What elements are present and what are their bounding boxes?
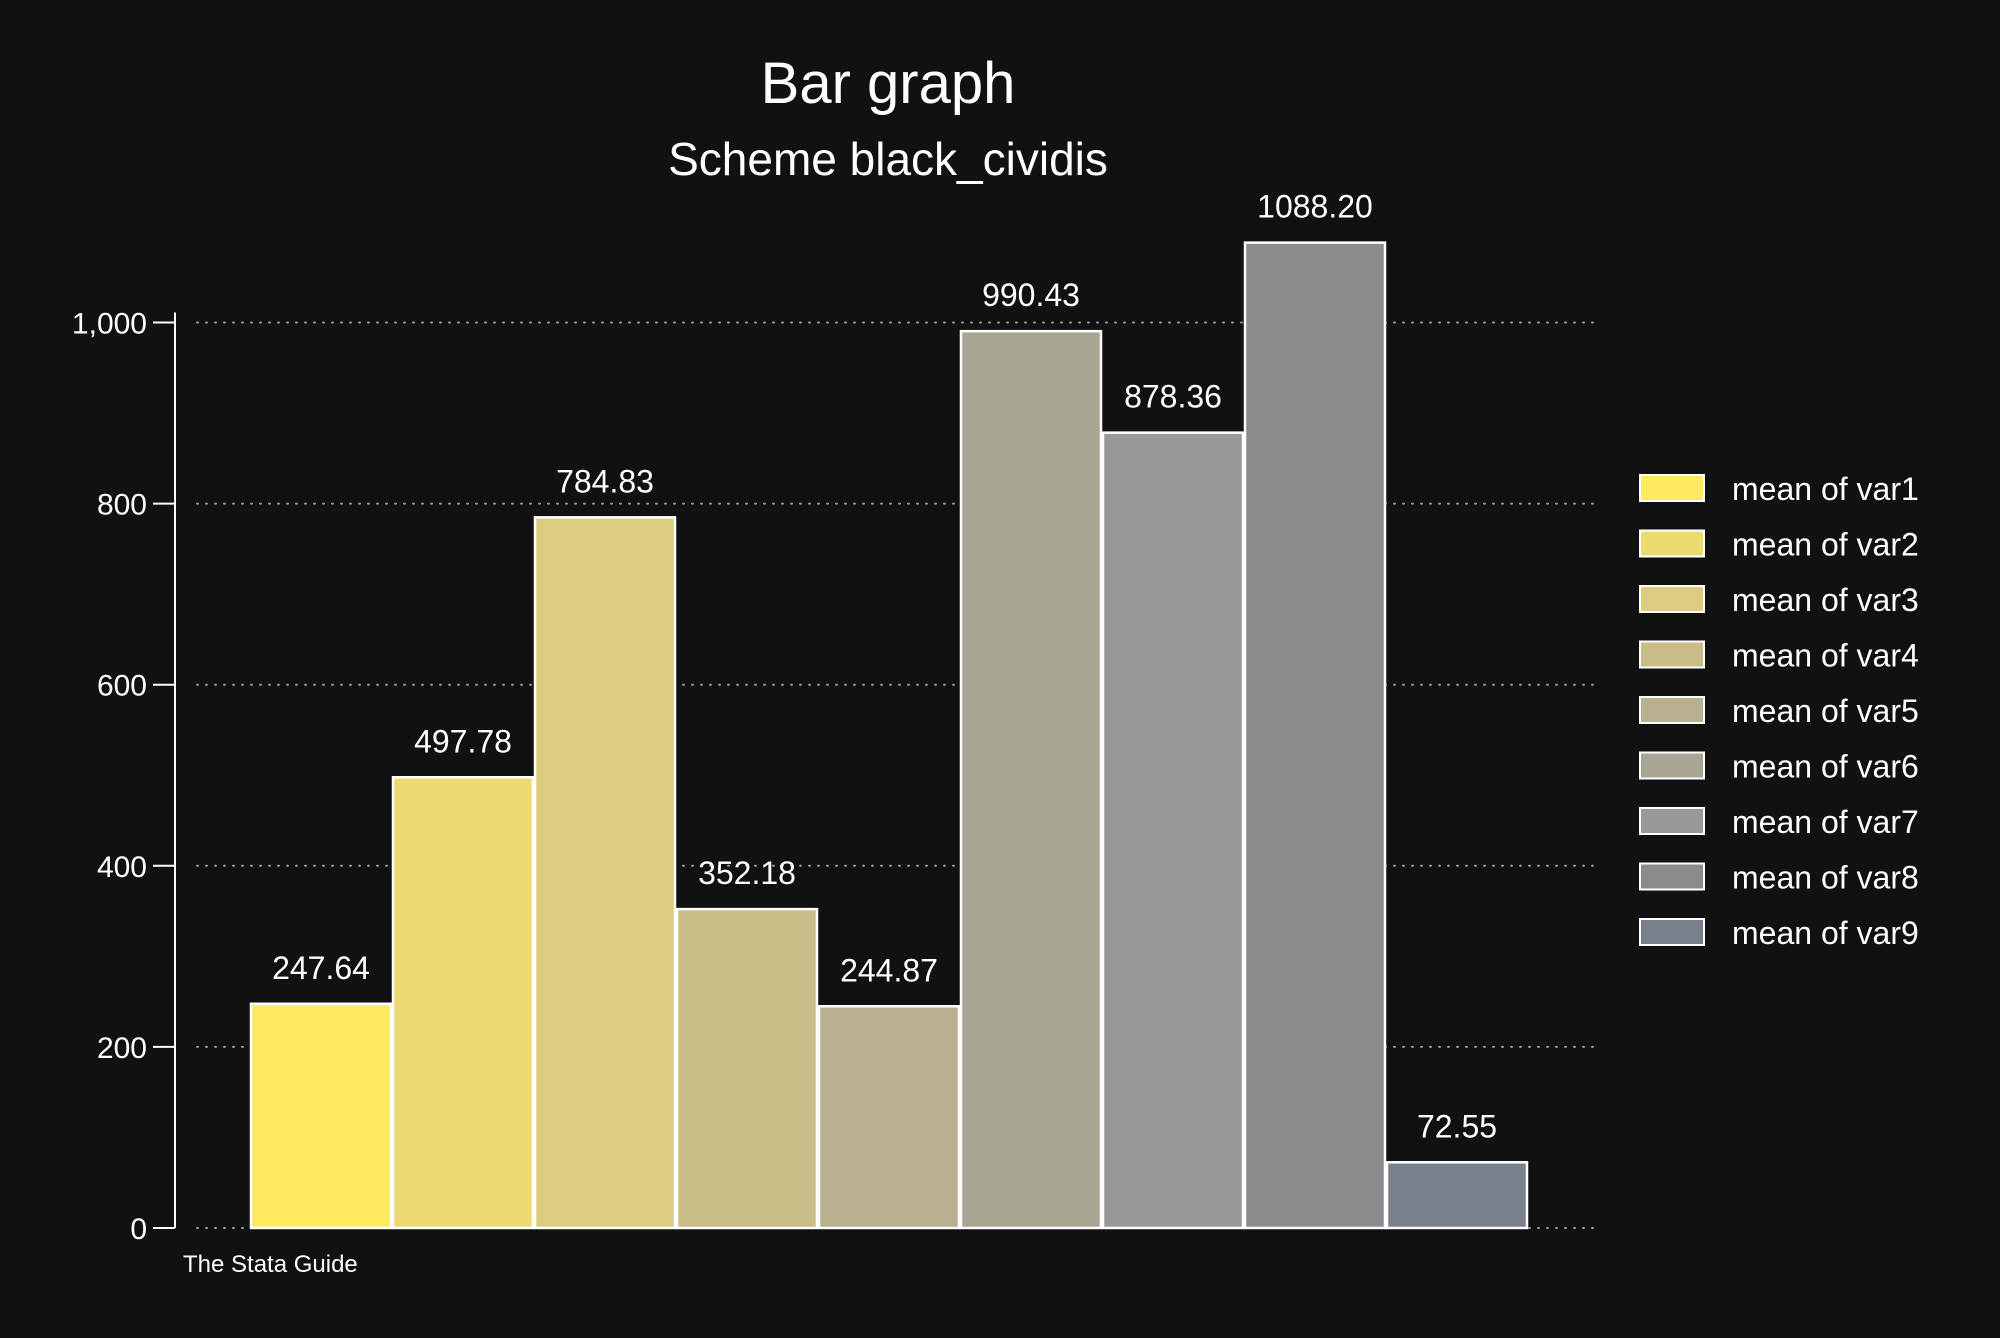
bar-var5 — [817, 1005, 961, 1230]
bar-value-label: 1088.20 — [1257, 189, 1373, 225]
bar-var1 — [249, 1002, 393, 1230]
legend-swatch — [1639, 918, 1705, 946]
bar-value-label: 784.83 — [556, 463, 654, 499]
legend-label: mean of var8 — [1732, 860, 1919, 896]
legend-swatch — [1639, 529, 1705, 558]
legend-label: mean of var1 — [1732, 471, 1919, 507]
y-axis: 0 200 400 600 800 1,000 — [72, 308, 176, 1246]
y-tick-label: 800 — [97, 489, 147, 522]
bar-var2 — [391, 776, 535, 1230]
bar-var3 — [533, 516, 677, 1230]
legend-label: mean of var7 — [1732, 804, 1919, 840]
legend: mean of var1 mean of var2 mean of var3 mean… — [1639, 471, 1919, 951]
bar-value-label: 990.43 — [982, 277, 1080, 313]
y-tick-label: 600 — [97, 670, 147, 703]
chart-subtitle: Scheme black_cividis — [668, 133, 1108, 185]
legend-label: mean of var9 — [1732, 915, 1919, 951]
legend-label: mean of var2 — [1732, 527, 1919, 563]
bar-var7 — [1101, 431, 1245, 1230]
bar-var8 — [1243, 241, 1387, 1230]
bar-value-label: 497.78 — [414, 723, 512, 759]
chart-note: The Stata Guide — [183, 1251, 358, 1278]
bars — [249, 241, 1529, 1230]
legend-label: mean of var6 — [1732, 749, 1919, 785]
bar-value-label: 352.18 — [698, 855, 796, 891]
bar-value-labels: 247.64 497.78 784.83 352.18 244.87 990.43 878.… — [272, 189, 1497, 1145]
bar-value-label: 72.55 — [1417, 1108, 1497, 1144]
y-tick-label: 0 — [130, 1213, 147, 1246]
y-tick-label: 200 — [97, 1032, 147, 1065]
chart-title: Bar graph — [761, 51, 1016, 116]
legend-label: mean of var3 — [1732, 582, 1919, 618]
legend-swatch — [1639, 696, 1705, 724]
legend-label: mean of var4 — [1732, 638, 1919, 674]
legend-swatch — [1639, 751, 1705, 780]
legend-swatch — [1639, 640, 1705, 669]
legend-swatch — [1639, 807, 1705, 835]
y-tick-label: 1,000 — [72, 308, 147, 341]
bar-var4 — [675, 907, 819, 1230]
bar-value-label: 244.87 — [840, 952, 938, 988]
bar-value-label: 247.64 — [272, 950, 370, 986]
legend-swatch — [1639, 862, 1705, 891]
legend-label: mean of var5 — [1732, 693, 1919, 729]
bar-var6 — [959, 329, 1103, 1230]
legend-swatch — [1639, 585, 1705, 613]
bar-var9 — [1385, 1161, 1529, 1230]
bar-value-label: 878.36 — [1124, 379, 1222, 415]
legend-swatch — [1639, 474, 1705, 502]
y-tick-label: 400 — [97, 851, 147, 884]
